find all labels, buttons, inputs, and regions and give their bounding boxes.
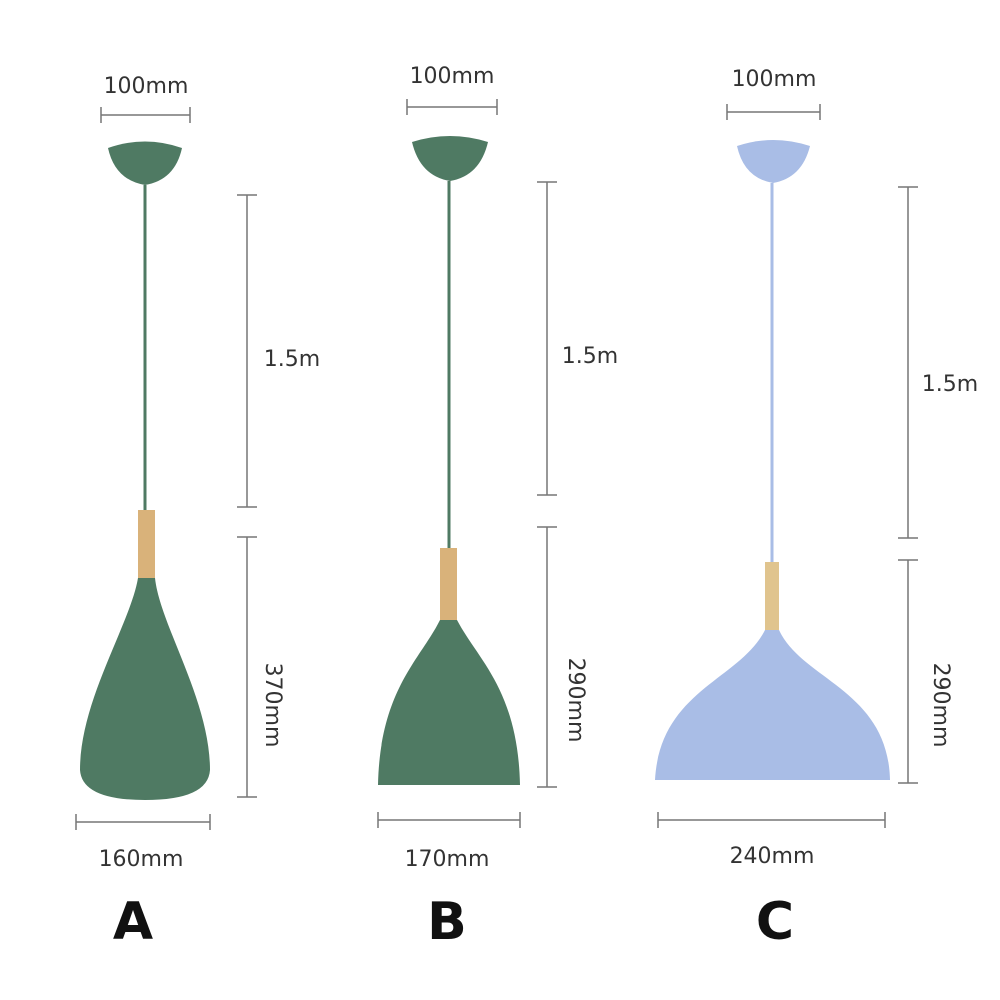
wood-sleeve [440, 548, 457, 620]
dimension-line [406, 99, 498, 115]
lamp-label: A [113, 892, 153, 952]
dimension-label: 370mm [260, 663, 285, 748]
dimension-line [377, 812, 521, 828]
dimension-line [75, 814, 211, 830]
canopy [108, 141, 182, 185]
dimension-label: 100mm [732, 67, 817, 92]
shade [378, 620, 520, 785]
dimension-label: 1.5m [922, 372, 978, 397]
dimension-label: 170mm [405, 847, 490, 872]
dimension-label: 1.5m [562, 344, 618, 369]
shade [80, 578, 210, 800]
dimension-label: 100mm [410, 64, 495, 89]
lamp-b: 100mm 1.5m 290mm 170mm B [377, 64, 618, 952]
dimension-line [537, 526, 557, 788]
dimension-line [237, 536, 257, 798]
dimension-label: 290mm [563, 658, 588, 743]
dimension-label: 100mm [104, 74, 189, 99]
shade [655, 630, 890, 780]
lamp-label: B [427, 892, 467, 952]
wood-sleeve [765, 562, 779, 630]
dimension-label: 1.5m [264, 347, 320, 372]
dimension-line [237, 194, 257, 508]
lamp-c: 100mm 1.5m 290mm 240mm C [655, 67, 978, 952]
lamp-a: 100mm 1.5m 370mm 160mm A [75, 74, 320, 952]
dimension-line [537, 181, 557, 496]
dimension-line [657, 812, 886, 828]
wood-sleeve [138, 510, 155, 578]
dimension-line [898, 186, 918, 539]
dimension-label: 240mm [730, 844, 815, 869]
dimension-label: 160mm [99, 847, 184, 872]
lamp-label: C [756, 892, 794, 952]
canopy [412, 136, 488, 181]
dimension-line [100, 107, 191, 123]
canopy [737, 140, 810, 183]
dimension-line [726, 104, 821, 120]
dimension-label: 290mm [928, 663, 953, 748]
dimension-line [898, 559, 918, 784]
